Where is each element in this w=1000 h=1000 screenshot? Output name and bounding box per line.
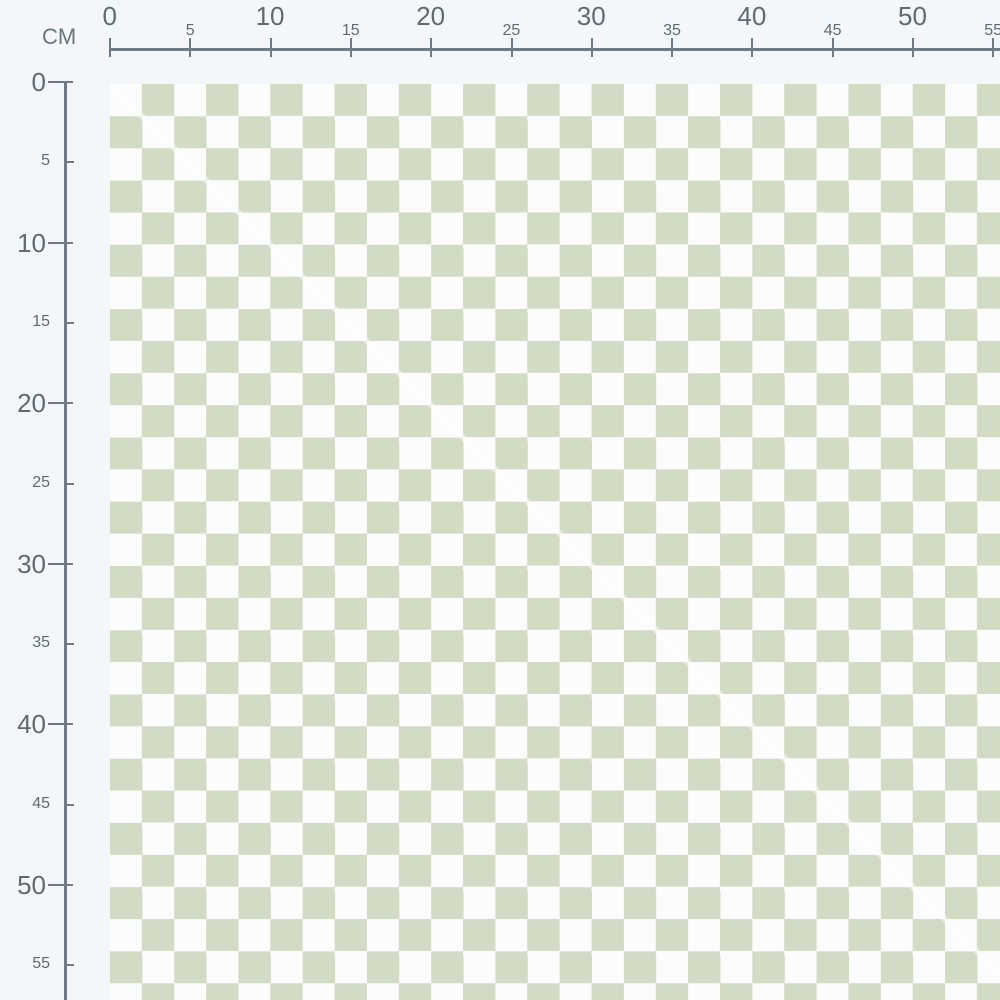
ruler-label: 25 bbox=[32, 473, 50, 491]
ruler-tick bbox=[831, 38, 834, 57]
ruler-tick bbox=[48, 723, 73, 726]
ruler-label: 30 bbox=[576, 1, 606, 31]
ruler-tick bbox=[48, 402, 73, 405]
ruler-tick bbox=[66, 964, 74, 967]
ruler-tick bbox=[430, 38, 433, 57]
ruler-tick bbox=[992, 38, 995, 57]
diagonal-highlight bbox=[110, 84, 1000, 977]
ruler-tick bbox=[109, 38, 111, 57]
ruler-tick bbox=[48, 241, 73, 244]
ruler-tick bbox=[751, 38, 754, 57]
ruler-tick bbox=[66, 482, 74, 485]
ruler-tick bbox=[510, 38, 513, 57]
ruler-label: 15 bbox=[32, 312, 50, 330]
ruler-label: 40 bbox=[17, 709, 46, 740]
ruler-tick bbox=[48, 884, 73, 886]
ruler-tick bbox=[671, 38, 674, 57]
ruler-tick bbox=[349, 38, 352, 57]
ruler-label: 35 bbox=[32, 634, 50, 652]
ruler-label: 10 bbox=[17, 227, 46, 258]
ruler-tick bbox=[66, 643, 74, 646]
ruler-label: 20 bbox=[17, 388, 46, 419]
ruler-tick bbox=[590, 38, 593, 57]
ruler-label: 15 bbox=[341, 22, 360, 39]
ruler-label: 0 bbox=[31, 67, 46, 97]
ruler-label: 45 bbox=[823, 22, 842, 39]
ruler-tick bbox=[189, 38, 192, 57]
ruler-label: 5 bbox=[185, 22, 195, 39]
ruler-label: 20 bbox=[416, 1, 446, 31]
ruler-label: 0 bbox=[102, 1, 117, 31]
ruler-label: 10 bbox=[255, 1, 285, 31]
ruler-tick bbox=[48, 562, 73, 565]
ruler-label: 25 bbox=[502, 22, 521, 39]
ruler-line bbox=[110, 48, 1000, 51]
ruler-label: 55 bbox=[984, 22, 1000, 39]
unit-label: CM bbox=[42, 24, 77, 49]
ruler-label: 50 bbox=[17, 870, 46, 900]
ruler-tick bbox=[66, 321, 74, 324]
ruler-label: 35 bbox=[663, 22, 681, 39]
ruler-label: 50 bbox=[898, 1, 927, 31]
ruler-tick bbox=[269, 38, 272, 57]
ruler-label: 5 bbox=[41, 152, 50, 170]
ruler-label: 30 bbox=[17, 548, 46, 579]
fabric-pattern-preview bbox=[110, 84, 1000, 1000]
ruler-line bbox=[64, 82, 67, 1000]
ruler-tick bbox=[66, 803, 74, 806]
ruler-tick bbox=[66, 161, 74, 164]
ruler-label: 55 bbox=[32, 955, 50, 973]
ruler-tick bbox=[912, 38, 914, 57]
ruler-label: 45 bbox=[32, 794, 50, 812]
ruler-label: 40 bbox=[737, 1, 767, 31]
ruler-tick bbox=[48, 81, 73, 83]
